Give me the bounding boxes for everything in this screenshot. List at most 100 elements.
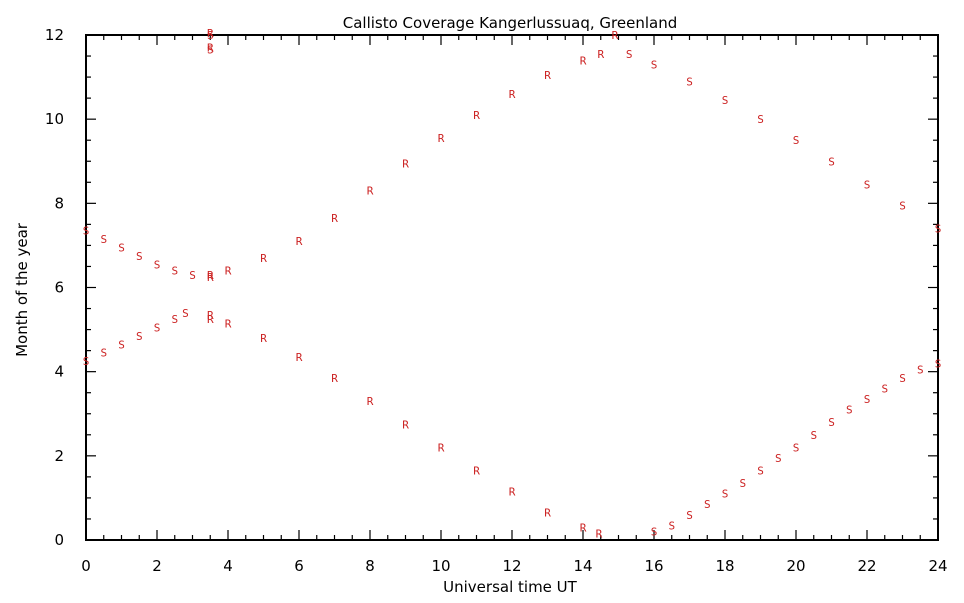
- data-point-r: R: [473, 465, 480, 478]
- data-point-r: R: [331, 212, 338, 225]
- data-point-r: R: [207, 313, 214, 326]
- data-point-s: S: [83, 225, 90, 238]
- data-point-s: S: [686, 509, 693, 522]
- x-tick-label: 20: [786, 557, 805, 575]
- data-point-r: R: [225, 317, 232, 330]
- data-point-s: S: [704, 498, 711, 511]
- data-point-r: R: [402, 157, 409, 170]
- data-point-s: S: [118, 338, 125, 351]
- y-tick-label: 0: [54, 531, 64, 549]
- data-point-s: S: [935, 357, 942, 370]
- x-tick-label: 18: [715, 557, 734, 575]
- data-point-r: R: [367, 395, 374, 408]
- data-point-r: R: [509, 486, 516, 499]
- data-point-s: S: [686, 75, 693, 88]
- data-point-s: S: [899, 372, 906, 385]
- data-point-s: S: [793, 134, 800, 147]
- x-tick-label: 4: [223, 557, 233, 575]
- data-point-s: S: [100, 347, 107, 360]
- y-tick-label: 12: [45, 26, 64, 44]
- data-point-s: S: [154, 321, 161, 334]
- data-point-r: R: [207, 42, 214, 55]
- data-point-s: S: [881, 383, 888, 396]
- y-tick-label: 10: [45, 110, 64, 128]
- x-tick-label: 14: [573, 557, 592, 575]
- data-point-r: R: [509, 88, 516, 101]
- data-point-r: R: [544, 507, 551, 520]
- data-point-s: S: [917, 364, 924, 377]
- x-tick-label: 16: [644, 557, 663, 575]
- data-point-s: S: [828, 155, 835, 168]
- x-tick-label: 8: [365, 557, 375, 575]
- y-tick-label: 2: [54, 447, 64, 465]
- data-point-s: S: [668, 519, 675, 532]
- data-point-s: S: [182, 307, 189, 320]
- y-axis: 0 2 4 6 8 10 12: [45, 26, 938, 549]
- data-point-r: R: [207, 309, 214, 322]
- y-tick-label: 8: [54, 194, 64, 212]
- x-tick-label: 2: [152, 557, 162, 575]
- data-point-s: S: [757, 465, 764, 478]
- x-tick-label: 12: [502, 557, 521, 575]
- data-point-s: S: [118, 242, 125, 255]
- data-point-s: S: [171, 265, 178, 278]
- data-point-r: R: [260, 252, 267, 265]
- data-point-s: S: [828, 416, 835, 429]
- data-point-s: S: [793, 441, 800, 454]
- data-point-s: S: [739, 477, 746, 490]
- data-point-s: S: [846, 404, 853, 417]
- data-point-r: R: [207, 271, 214, 284]
- y-axis-label: Month of the year: [13, 222, 31, 357]
- data-point-s: S: [171, 313, 178, 326]
- data-point-r: R: [367, 185, 374, 198]
- data-point-r: R: [225, 265, 232, 278]
- x-tick-label: 24: [928, 557, 947, 575]
- data-point-s: S: [899, 199, 906, 212]
- data-point-r: R: [402, 418, 409, 431]
- x-tick-label: 6: [294, 557, 304, 575]
- data-point-r: R: [544, 69, 551, 82]
- data-point-s: S: [154, 258, 161, 271]
- data-point-r: R: [580, 521, 587, 534]
- data-point-s: S: [207, 29, 214, 42]
- data-point-r: R: [207, 269, 214, 282]
- data-point-r: R: [612, 29, 619, 42]
- data-point-s: S: [935, 223, 942, 236]
- x-tick-label: 10: [431, 557, 450, 575]
- data-point-s: S: [722, 488, 729, 501]
- data-point-s: S: [100, 233, 107, 246]
- data-point-s: S: [207, 44, 214, 57]
- x-tick-label: 22: [857, 557, 876, 575]
- x-axis-label: Universal time UT: [443, 578, 578, 596]
- data-point-s: S: [864, 393, 871, 406]
- data-point-r: R: [580, 54, 587, 67]
- data-point-s: S: [757, 113, 764, 126]
- plot-frame: [85, 34, 939, 541]
- data-point-s: S: [626, 48, 633, 61]
- data-point-s: S: [136, 330, 143, 343]
- data-point-s: S: [864, 178, 871, 191]
- data-point-r: R: [596, 528, 603, 541]
- data-point-s: S: [775, 452, 782, 465]
- data-point-s: S: [136, 250, 143, 263]
- data-point-s: S: [83, 355, 90, 368]
- data-point-s: S: [651, 526, 658, 539]
- data-point-r: R: [438, 132, 445, 145]
- data-point-r: R: [438, 441, 445, 454]
- x-axis: 0 2 4 6 8 10 12 14 16 18 20 22 24: [81, 35, 948, 575]
- data-point-s: S: [810, 429, 817, 442]
- data-point-r: R: [296, 351, 303, 364]
- data-point-r: R: [207, 27, 214, 40]
- data-point-r: R: [260, 332, 267, 345]
- data-point-s: S: [651, 58, 658, 71]
- y-tick-label: 6: [54, 279, 64, 297]
- data-point-r: R: [473, 109, 480, 122]
- data-point-s: S: [722, 94, 729, 107]
- x-tick-label: 0: [81, 557, 91, 575]
- data-point-r: R: [597, 48, 604, 61]
- y-tick-label: 4: [54, 363, 64, 381]
- chart-title: Callisto Coverage Kangerlussuaq, Greenla…: [343, 14, 678, 32]
- data-point-s: S: [189, 269, 196, 282]
